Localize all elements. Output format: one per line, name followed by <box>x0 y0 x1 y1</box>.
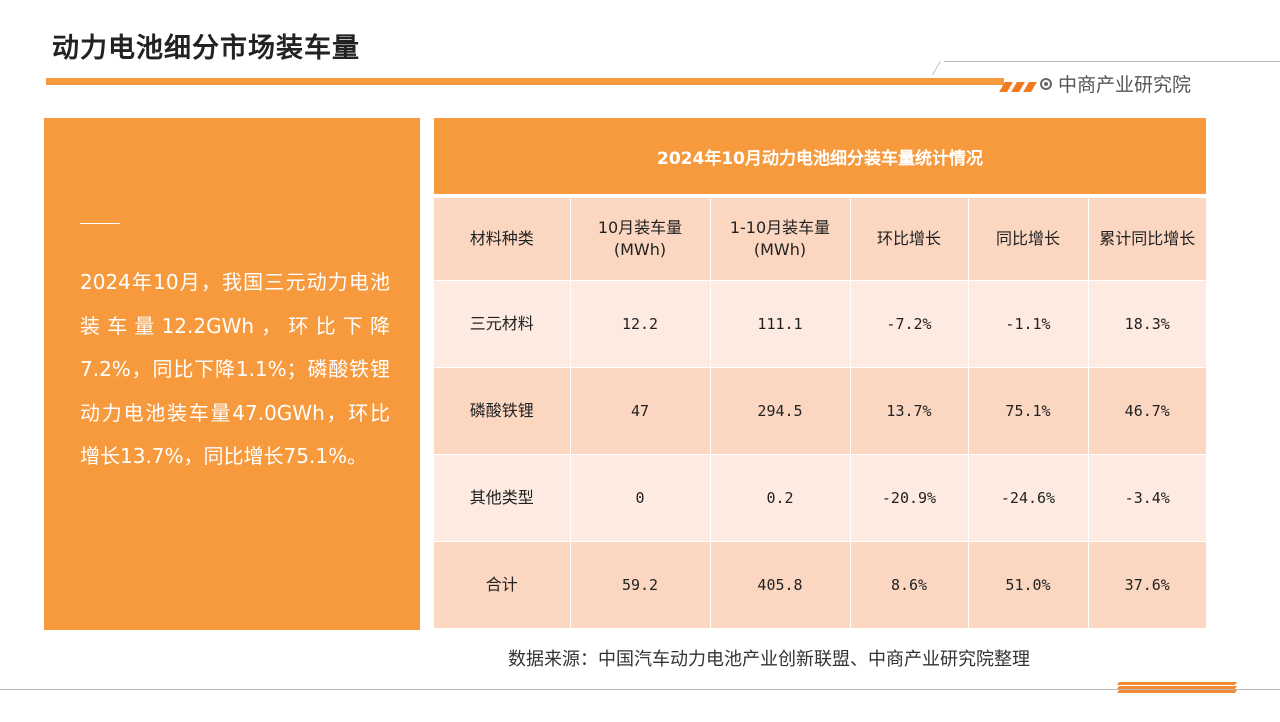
header-line1: 1-10月装车量 <box>729 218 831 237</box>
footer-stripes <box>1116 682 1238 696</box>
table-cell: -7.2% <box>850 280 969 368</box>
table-cell: 111.1 <box>710 280 851 368</box>
table-cell: -24.6% <box>968 454 1089 542</box>
table-cell: 75.1% <box>968 367 1089 455</box>
table-cell: 46.7% <box>1088 367 1206 455</box>
header-line2: (MWh) <box>753 240 807 259</box>
table-cell: 13.7% <box>850 367 969 455</box>
brand-name: 中商产业研究院 <box>1058 74 1192 96</box>
header-divider-line <box>944 61 1280 62</box>
table-cell: 0.2 <box>710 454 851 542</box>
table-cell: 18.3% <box>1088 280 1206 368</box>
stats-table: 材料种类 10月装车量 (MWh) 1-10月装车量 (MWh) 环比增长 同比增长… <box>434 198 1206 629</box>
table-cell: 12.2 <box>570 280 711 368</box>
header-line1: 材料种类 <box>469 229 534 248</box>
table-cell: 405.8 <box>710 541 851 629</box>
table-cell: 其他类型 <box>434 454 571 542</box>
table-cell: 三元材料 <box>434 280 571 368</box>
table-cell: 0 <box>570 454 711 542</box>
table-cell: -20.9% <box>850 454 969 542</box>
table-gap <box>434 194 1206 198</box>
table-cell: 294.5 <box>710 367 851 455</box>
table-cell: 59.2 <box>570 541 711 629</box>
footer-line <box>0 689 1280 690</box>
header-cell: 1-10月装车量 (MWh) <box>710 198 851 281</box>
header-cell: 累计同比增长 <box>1088 198 1206 281</box>
header-line1: 累计同比增长 <box>1099 229 1196 248</box>
brand-logo-icon <box>1040 77 1052 90</box>
brand: 中商产业研究院 <box>1040 70 1191 97</box>
title-underline <box>46 78 1004 85</box>
table-cell: -3.4% <box>1088 454 1206 542</box>
header-line1: 同比增长 <box>995 229 1060 248</box>
table-cell: 37.6% <box>1088 541 1206 629</box>
table-cell: 8.6% <box>850 541 969 629</box>
header-cell: 材料种类 <box>434 198 571 281</box>
header-cell: 环比增长 <box>850 198 969 281</box>
table-row: 其他类型 0 0.2 -20.9% -24.6% -3.4% <box>434 454 1206 542</box>
table-cell: 合计 <box>434 541 571 629</box>
stats-table-container: 2024年10月动力电池细分装车量统计情况 材料种类 10月装车量 (MWh) 1… <box>434 118 1206 629</box>
table-row: 磷酸铁锂 47 294.5 13.7% 75.1% 46.7% <box>434 367 1206 455</box>
header-line1: 10月装车量 <box>597 218 683 237</box>
table-row: 合计 59.2 405.8 8.6% 51.0% 37.6% <box>434 541 1206 629</box>
header-cell: 10月装车量 (MWh) <box>570 198 711 281</box>
header-stripes <box>999 77 1038 92</box>
table-cell: -1.1% <box>968 280 1089 368</box>
summary-divider <box>80 223 120 224</box>
table-cell: 磷酸铁锂 <box>434 367 571 455</box>
table-cell: 47 <box>570 367 711 455</box>
data-source-note: 数据来源：中国汽车动力电池产业创新联盟、中商产业研究院整理 <box>508 649 1030 670</box>
page-title: 动力电池细分市场装车量 <box>52 33 360 64</box>
table-title: 2024年10月动力电池细分装车量统计情况 <box>434 118 1206 194</box>
table-cell: 51.0% <box>968 541 1089 629</box>
header-line2: (MWh) <box>613 240 667 259</box>
summary-panel: 2024年10月，我国三元动力电池装车量12.2GWh，环比下降7.2%，同比下… <box>44 118 420 630</box>
header-line1: 环比增长 <box>876 229 941 248</box>
summary-text: 2024年10月，我国三元动力电池装车量12.2GWh，环比下降7.2%，同比下… <box>80 270 390 468</box>
header-cell: 同比增长 <box>968 198 1089 281</box>
table-row: 三元材料 12.2 111.1 -7.2% -1.1% 18.3% <box>434 280 1206 368</box>
table-header-row: 材料种类 10月装车量 (MWh) 1-10月装车量 (MWh) 环比增长 同比增长… <box>434 198 1206 281</box>
